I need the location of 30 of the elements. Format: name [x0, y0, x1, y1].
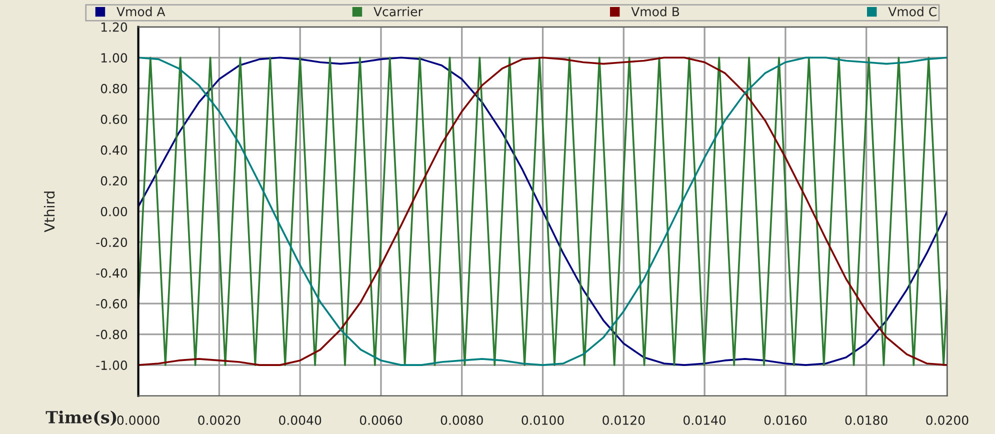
- y-tick-label: 1.00: [101, 53, 128, 63]
- x-tick-label: 0.0120: [602, 415, 645, 425]
- x-tick-label: 0.0140: [684, 415, 726, 425]
- y-tick-label: 0.60: [100, 114, 128, 124]
- y-tick-label: -0.20: [96, 238, 128, 248]
- y-tick-label: -1.00: [96, 360, 128, 370]
- x-tick-label: 0.0200: [926, 415, 968, 425]
- line-series: [138, 56, 948, 366]
- legend-label: Vmod C: [888, 6, 936, 16]
- y-tick-label: -0.40: [96, 268, 128, 278]
- x-tick-label: 0.0040: [279, 415, 322, 425]
- y-tick-label: 0.20: [100, 176, 128, 186]
- x-tick-label: 0.0020: [198, 415, 240, 425]
- x-tick-label: 0.0000: [117, 415, 160, 425]
- y-tick-label: 0.40: [100, 145, 128, 155]
- x-tick-label: 0.0100: [522, 415, 564, 425]
- y-tick-label: 1.20: [101, 22, 128, 32]
- y-tick-label: 0.00: [100, 206, 128, 216]
- y-tick-label: 0.80: [100, 84, 128, 94]
- x-tick-label: 0.0160: [764, 415, 806, 425]
- legend-label: Vmod A: [116, 6, 166, 16]
- y-tick-label: -0.80: [96, 330, 128, 340]
- x-tick-label: 0.0080: [440, 415, 483, 425]
- x-axis-title: Time(s): [46, 410, 116, 426]
- legend-label: Vcarrier: [374, 6, 423, 16]
- y-axis-title: Vthird: [44, 192, 55, 232]
- x-tick-label: 0.0060: [360, 415, 402, 425]
- legend-label: Vmod B: [631, 6, 680, 16]
- y-tick-label: -0.60: [96, 299, 128, 309]
- x-tick-label: 0.0180: [845, 415, 888, 425]
